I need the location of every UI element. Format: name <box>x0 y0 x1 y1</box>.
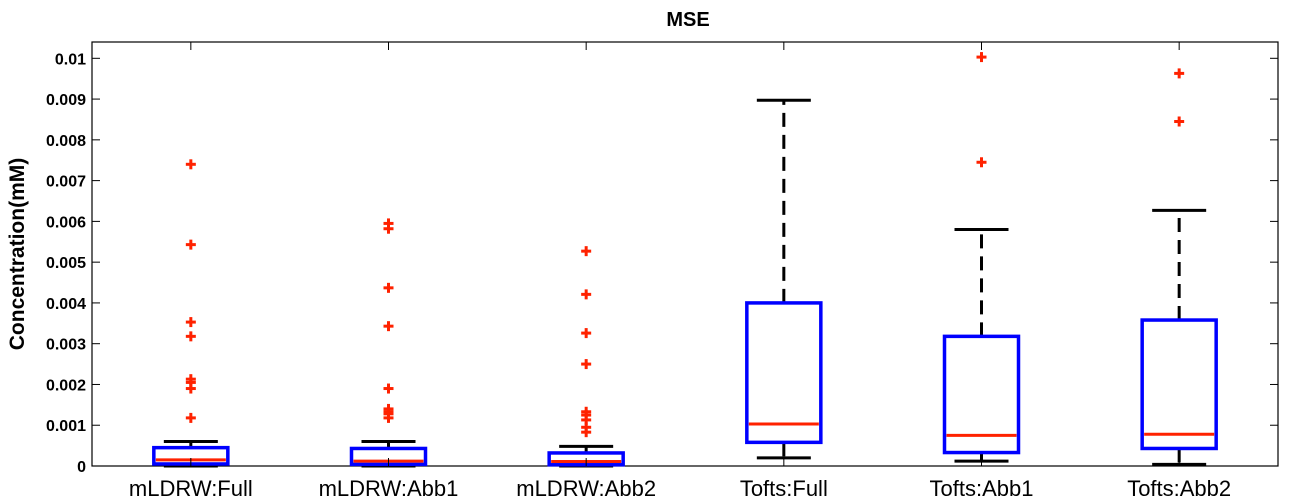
y-tick-label: 0.006 <box>46 214 86 231</box>
outlier-marker <box>581 328 592 339</box>
outlier-marker <box>581 246 592 257</box>
x-axis: mLDRW:Full mLDRW:Abb1 mLDRW:Abb2 Tofts:Full… <box>129 42 1231 501</box>
outlier-marker <box>383 412 394 423</box>
outlier-marker <box>185 383 196 394</box>
y-tick-label: 0.005 <box>46 255 86 272</box>
x-category-label: mLDRW:Full <box>129 476 253 501</box>
box-series <box>152 52 1218 468</box>
y-tick-label: 0.01 <box>55 51 86 68</box>
x-category-label: mLDRW:Abb1 <box>319 476 459 501</box>
y-axis-label: Concentration(mM) <box>6 158 29 351</box>
x-category-label: Tofts:Abb1 <box>930 476 1034 501</box>
iqr-box <box>942 334 1021 455</box>
iqr-box <box>745 301 823 445</box>
outlier-marker <box>185 159 196 170</box>
outlier-marker <box>976 157 987 168</box>
box-5 <box>942 52 1021 463</box>
box-2 <box>349 218 428 468</box>
outlier-marker <box>976 52 987 63</box>
iqr-box <box>1140 318 1218 451</box>
box-6 <box>1140 68 1218 466</box>
outlier-marker <box>185 239 196 250</box>
y-tick-label: 0.004 <box>46 296 86 313</box>
y-tick-label: 0 <box>77 459 86 476</box>
y-tick-label: 0.007 <box>46 174 86 191</box>
outlier-marker <box>581 359 592 370</box>
box-4 <box>745 98 823 460</box>
y-tick-label: 0.009 <box>46 92 86 109</box>
y-tick-label: 0.008 <box>46 133 86 150</box>
x-category-label: Tofts:Abb2 <box>1127 476 1231 501</box>
y-tick-label: 0.003 <box>46 337 86 354</box>
outlier-marker <box>383 383 394 394</box>
x-category-label: mLDRW:Abb2 <box>516 476 656 501</box>
box-1 <box>152 159 230 468</box>
box-3 <box>547 246 625 468</box>
plot-frame <box>91 41 1279 467</box>
y-tick-label: 0.002 <box>46 377 86 394</box>
y-axis: 0 0.001 0.002 0.003 0.004 0.005 0.006 0.007 0.00… <box>46 51 1278 476</box>
outlier-marker <box>1174 116 1185 127</box>
outlier-marker <box>581 427 592 438</box>
outlier-marker <box>185 317 196 328</box>
outlier-marker <box>581 289 592 300</box>
outlier-marker <box>185 412 196 423</box>
chart-title: MSE <box>666 9 709 31</box>
outlier-marker <box>1174 68 1185 79</box>
outlier-marker <box>185 331 196 342</box>
outlier-marker <box>383 223 394 234</box>
y-tick-label: 0.001 <box>46 418 86 435</box>
x-category-label: Tofts:Full <box>740 476 828 501</box>
outlier-marker <box>383 282 394 293</box>
outlier-marker <box>383 321 394 332</box>
